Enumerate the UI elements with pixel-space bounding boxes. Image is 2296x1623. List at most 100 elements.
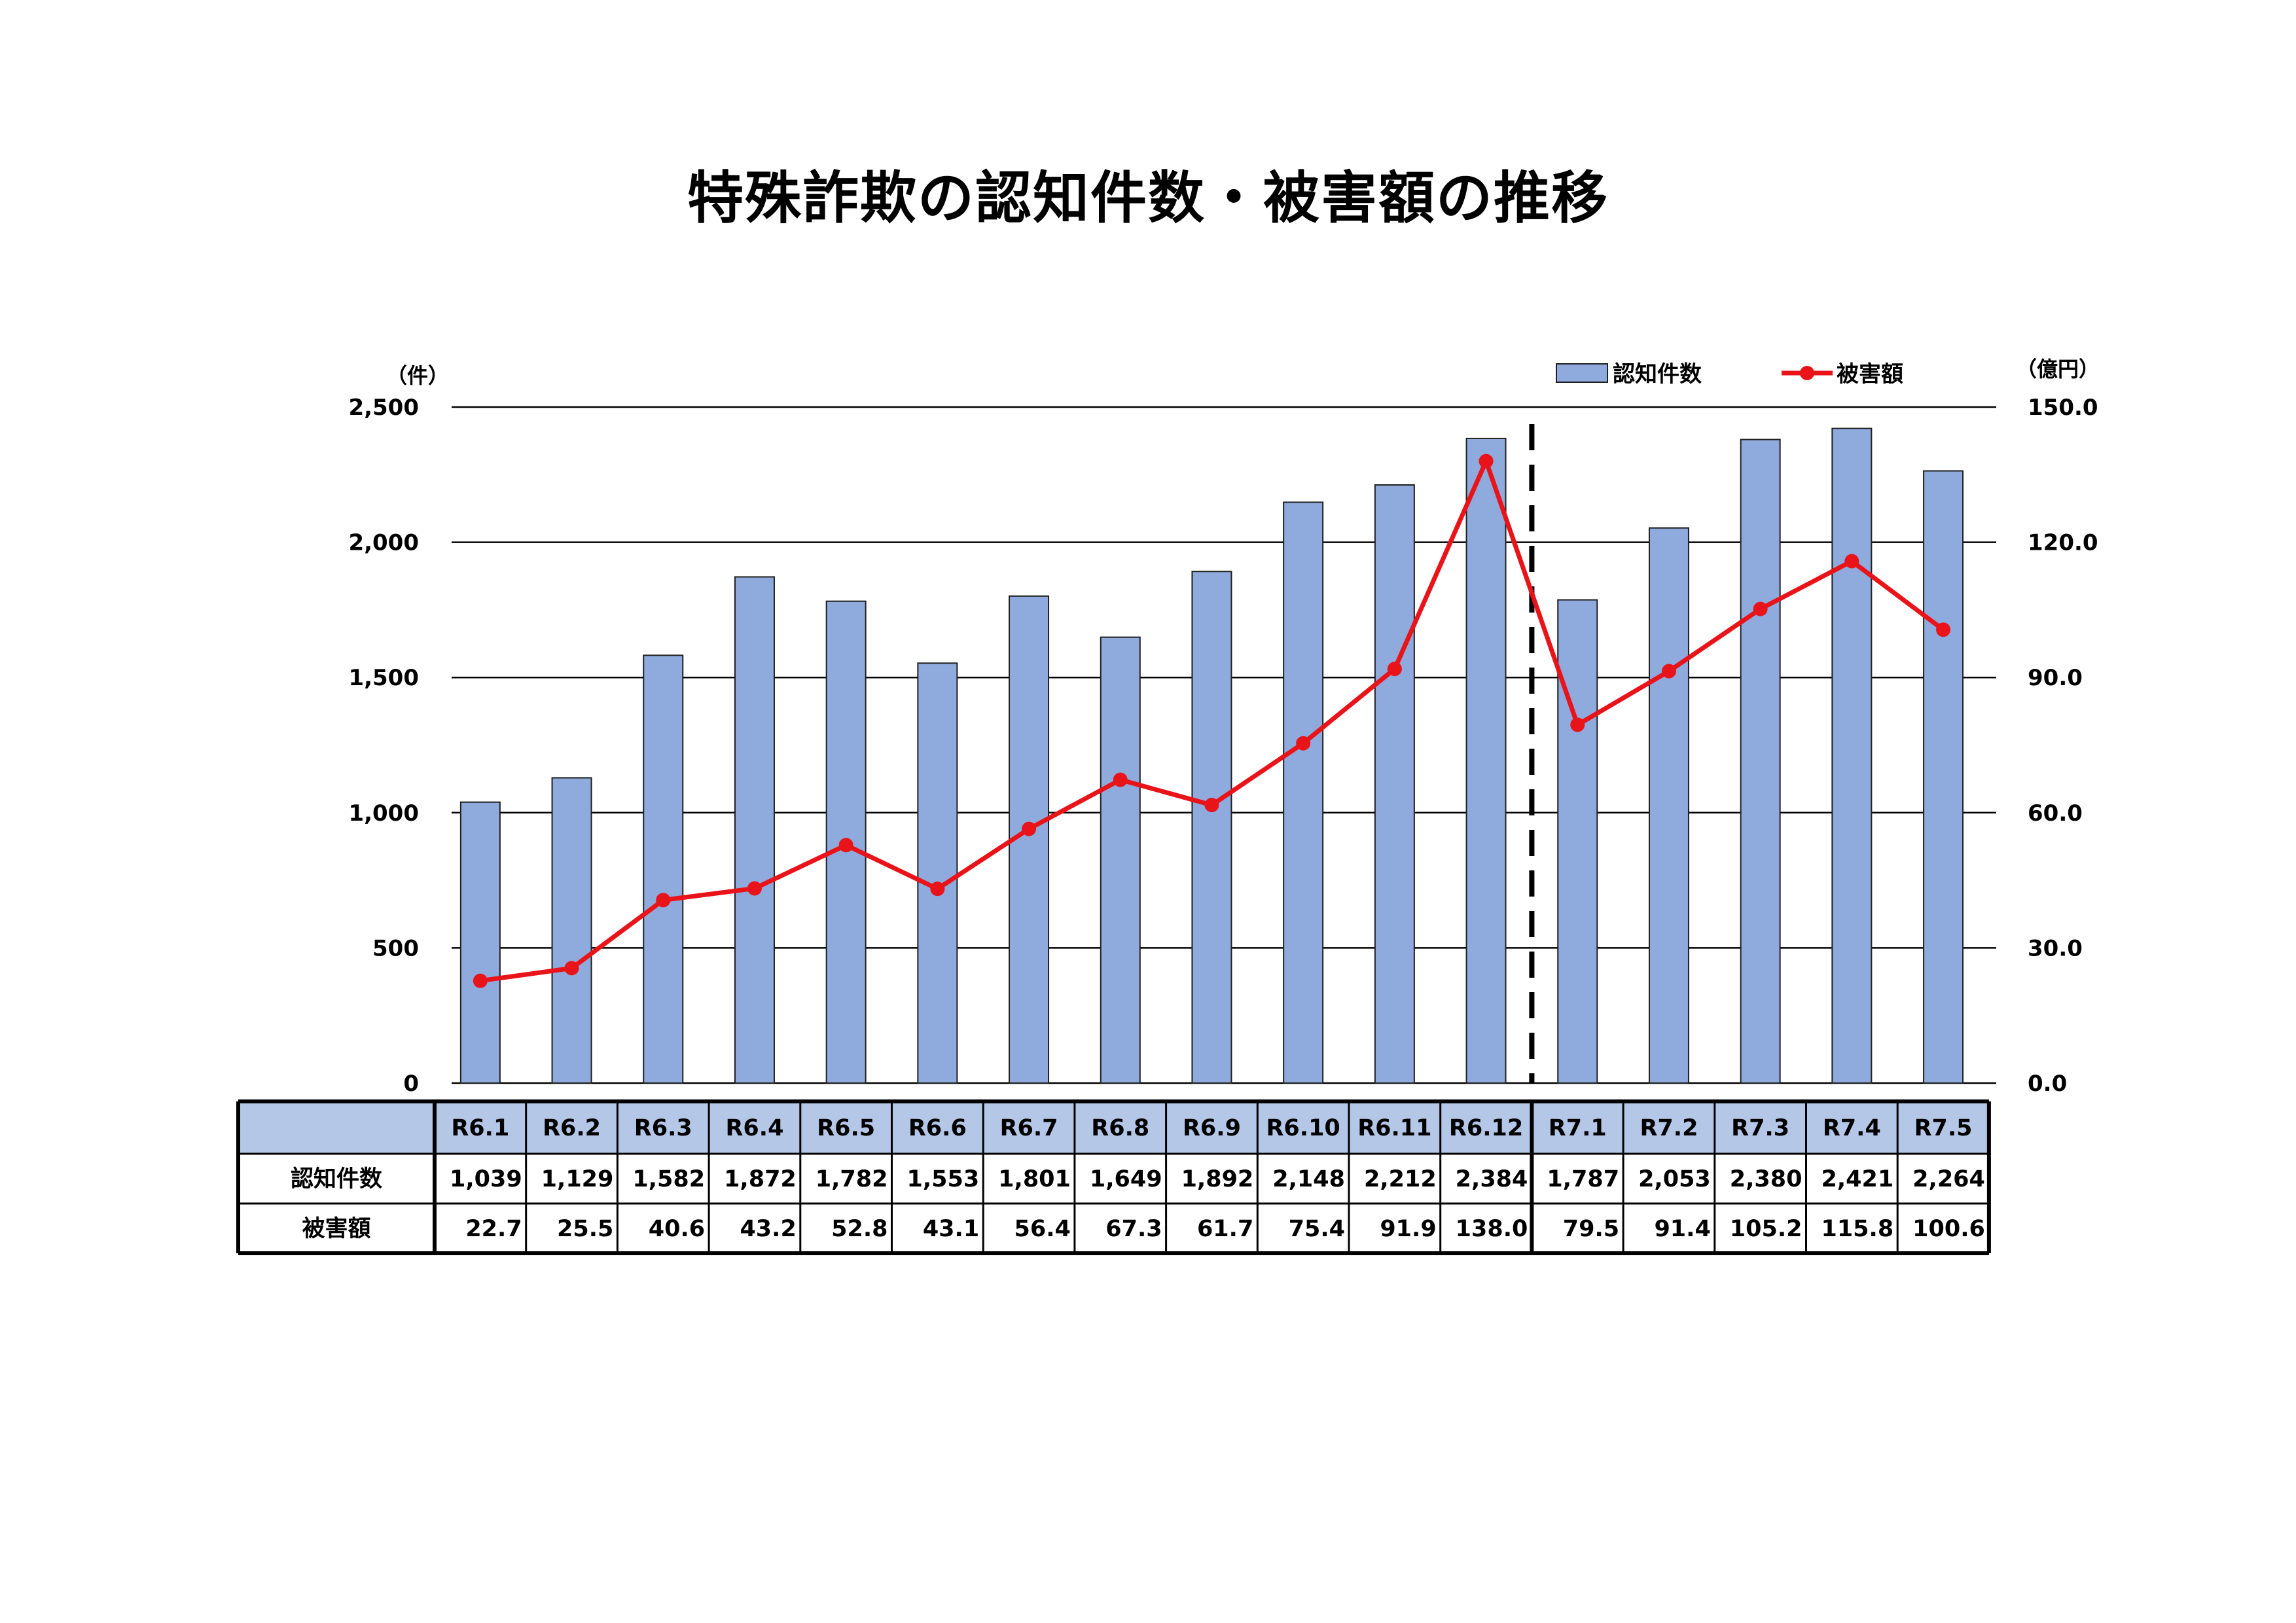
table-cell: 105.2 xyxy=(1730,1216,1803,1242)
right-axis-tick: 120.0 xyxy=(2028,530,2098,556)
table-cell: 40.6 xyxy=(649,1216,705,1242)
table-header-R7.5: R7.5 xyxy=(1914,1115,1973,1141)
table-row-label: 被害額 xyxy=(302,1216,370,1242)
table-header-R7.4: R7.4 xyxy=(1823,1115,1881,1141)
point-R7.5 xyxy=(1936,622,1951,637)
bar-R6.6 xyxy=(917,662,958,1084)
table-header-R6.10: R6.10 xyxy=(1266,1115,1340,1141)
point-R6.3 xyxy=(656,893,671,908)
table-header-R6.1: R6.1 xyxy=(451,1115,509,1141)
table-cell: 2,148 xyxy=(1272,1166,1345,1192)
table-cell: 1,892 xyxy=(1181,1166,1254,1192)
point-R6.6 xyxy=(930,882,945,897)
table-header-R6.8: R6.8 xyxy=(1091,1115,1149,1141)
point-R6.5 xyxy=(838,838,853,853)
table-header-R6.7: R6.7 xyxy=(1000,1115,1058,1141)
chart-title: 特殊詐欺の認知件数・被害額の推移 xyxy=(687,166,1609,231)
right-axis-tick: 60.0 xyxy=(2028,800,2083,827)
table-cell: 2,380 xyxy=(1730,1166,1803,1192)
table-cell: 43.1 xyxy=(923,1216,979,1242)
table-cell: 2,053 xyxy=(1638,1166,1711,1192)
bar-R7.2 xyxy=(1648,527,1689,1084)
table-cell: 1,787 xyxy=(1547,1166,1619,1192)
bar-R7.3 xyxy=(1740,438,1781,1084)
table-cell: 61.7 xyxy=(1197,1216,1253,1242)
table-header-fill xyxy=(238,1101,1989,1154)
left-axis-tick: 2,500 xyxy=(348,395,419,421)
point-R7.4 xyxy=(1844,554,1859,569)
table-cell: 1,649 xyxy=(1090,1166,1162,1192)
table-cell: 2,421 xyxy=(1821,1166,1893,1192)
table-cell: 100.6 xyxy=(1912,1216,1985,1242)
right-axis-tick: 150.0 xyxy=(2028,395,2098,421)
table-cell: 138.0 xyxy=(1456,1216,1528,1242)
right-axis-tick: 90.0 xyxy=(2028,665,2083,691)
legend-line-label: 被害額 xyxy=(1837,361,1903,387)
left-axis-unit: （件） xyxy=(386,363,449,388)
bar-R6.1 xyxy=(459,801,501,1084)
table-cell: 91.9 xyxy=(1380,1216,1436,1242)
right-axis-unit: （億円） xyxy=(2016,357,2100,382)
point-R6.4 xyxy=(747,881,762,896)
table-cell: 43.2 xyxy=(740,1216,796,1242)
table-cell: 56.4 xyxy=(1014,1216,1071,1242)
legend-bar-swatch xyxy=(1556,363,1608,383)
table-cell: 25.5 xyxy=(557,1216,613,1242)
point-R6.8 xyxy=(1113,772,1128,787)
point-R6.2 xyxy=(564,961,579,976)
bar-R7.1 xyxy=(1557,599,1598,1084)
table-cell: 22.7 xyxy=(465,1216,522,1242)
table-header-R7.2: R7.2 xyxy=(1640,1115,1698,1141)
left-axis-tick: 500 xyxy=(372,935,419,961)
table-cell: 91.4 xyxy=(1654,1216,1710,1242)
bar-R6.3 xyxy=(643,654,684,1084)
bar-R6.4 xyxy=(734,576,775,1084)
point-R7.3 xyxy=(1753,601,1768,616)
bar-R6.8 xyxy=(1100,636,1141,1084)
legend-bar-label: 認知件数 xyxy=(1613,361,1702,387)
bar-R6.12 xyxy=(1465,437,1507,1084)
table-cell: 52.8 xyxy=(831,1216,888,1242)
table-cell: 75.4 xyxy=(1289,1216,1345,1242)
table-header-R6.4: R6.4 xyxy=(725,1115,783,1141)
right-axis-tick: 30.0 xyxy=(2028,935,2083,961)
left-axis-tick: 0 xyxy=(403,1071,419,1097)
bar-R6.5 xyxy=(825,600,867,1084)
table-cell: 1,872 xyxy=(724,1166,797,1192)
table-cell: 1,039 xyxy=(450,1166,522,1192)
left-axis-tick: 1,500 xyxy=(348,665,419,691)
table-cell: 79.5 xyxy=(1563,1216,1619,1242)
table-cell: 2,264 xyxy=(1912,1166,1985,1192)
table-cell: 1,129 xyxy=(541,1166,614,1192)
table-header-R7.3: R7.3 xyxy=(1731,1115,1789,1141)
table-cell: 1,582 xyxy=(632,1166,705,1192)
table-cell: 1,782 xyxy=(816,1166,888,1192)
bar-R7.4 xyxy=(1831,427,1873,1084)
table-header-R6.9: R6.9 xyxy=(1183,1115,1241,1141)
table-header-R7.1: R7.1 xyxy=(1549,1115,1607,1141)
point-R6.7 xyxy=(1022,821,1037,836)
left-axis-tick: 1,000 xyxy=(348,800,419,827)
bar-R6.10 xyxy=(1283,501,1324,1084)
bar-R6.9 xyxy=(1191,571,1232,1084)
table-cell: 67.3 xyxy=(1105,1216,1162,1242)
table-cell: 2,384 xyxy=(1456,1166,1528,1192)
bar-R6.2 xyxy=(551,777,592,1084)
point-R6.11 xyxy=(1387,662,1402,677)
table-header-R6.12: R6.12 xyxy=(1449,1115,1523,1141)
point-R6.10 xyxy=(1296,736,1311,751)
table-header-R6.6: R6.6 xyxy=(908,1115,967,1141)
table-cell: 2,212 xyxy=(1364,1166,1437,1192)
table-header-R6.5: R6.5 xyxy=(817,1115,875,1141)
point-R6.1 xyxy=(473,973,488,988)
bar-R7.5 xyxy=(1923,470,1964,1084)
table-header-R6.2: R6.2 xyxy=(543,1115,601,1141)
bar-R6.11 xyxy=(1374,484,1415,1084)
point-R6.9 xyxy=(1204,798,1219,813)
table-cell: 1,801 xyxy=(998,1166,1071,1192)
point-R6.12 xyxy=(1479,454,1494,469)
point-R7.1 xyxy=(1570,717,1585,732)
table-cell: 115.8 xyxy=(1821,1216,1893,1242)
